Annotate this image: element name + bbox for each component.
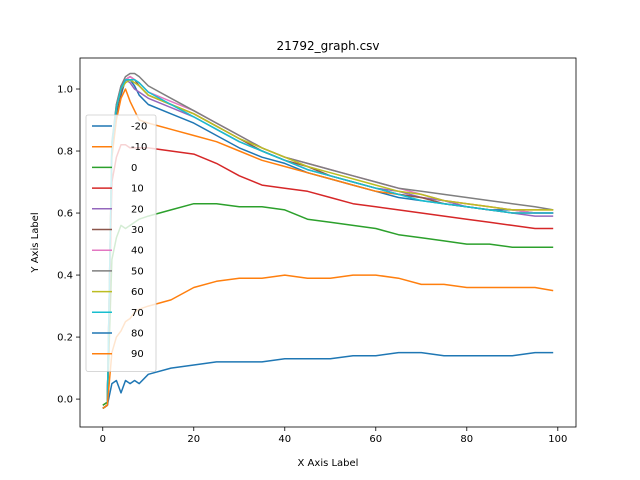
series-layer bbox=[102, 72, 554, 410]
plot-frame bbox=[79, 57, 577, 428]
y-tick-label: 0.0 bbox=[57, 395, 73, 406]
x-tick-label: 20 bbox=[187, 434, 200, 445]
legend-label: 20 bbox=[131, 204, 144, 215]
legend-label: 60 bbox=[131, 287, 144, 298]
series-line-80 bbox=[102, 351, 554, 410]
y-tick-label: 1.0 bbox=[57, 85, 73, 96]
legend-label: 90 bbox=[131, 349, 144, 360]
y-axis-label: Y Axis Label bbox=[30, 212, 41, 273]
x-tick-label: 100 bbox=[548, 434, 567, 445]
x-axis: 0 20 40 60 80 100 bbox=[100, 427, 567, 445]
y-axis: 0.0 0.2 0.4 0.6 0.8 1.0 bbox=[57, 85, 80, 406]
legend: -20 -10 0 10 20 30 40 50 60 70 80 90 bbox=[85, 114, 157, 372]
legend-label: 50 bbox=[131, 266, 144, 277]
chart-title: 21792_graph.csv bbox=[276, 39, 379, 53]
y-tick-label: 0.6 bbox=[57, 209, 73, 220]
y-tick-label: 0.8 bbox=[57, 147, 73, 158]
legend-box bbox=[85, 114, 157, 372]
x-tick-label: 60 bbox=[369, 434, 382, 445]
legend-label: 0 bbox=[131, 163, 137, 174]
plot-area bbox=[80, 58, 576, 427]
legend-label: -10 bbox=[131, 142, 147, 153]
x-tick-label: 80 bbox=[460, 434, 473, 445]
series-line-70 bbox=[102, 78, 554, 410]
series-line-50 bbox=[102, 72, 554, 410]
y-tick-label: 0.4 bbox=[57, 271, 73, 282]
legend-label: 10 bbox=[131, 184, 144, 195]
legend-label: 70 bbox=[131, 308, 144, 319]
legend-label: 40 bbox=[131, 246, 144, 257]
legend-label: -20 bbox=[131, 122, 147, 133]
legend-label: 80 bbox=[131, 329, 144, 340]
y-tick-label: 0.2 bbox=[57, 333, 73, 344]
x-tick-label: 40 bbox=[278, 434, 291, 445]
x-tick-label: 0 bbox=[100, 434, 106, 445]
x-axis-label: X Axis Label bbox=[298, 458, 359, 469]
legend-label: 30 bbox=[131, 225, 144, 236]
